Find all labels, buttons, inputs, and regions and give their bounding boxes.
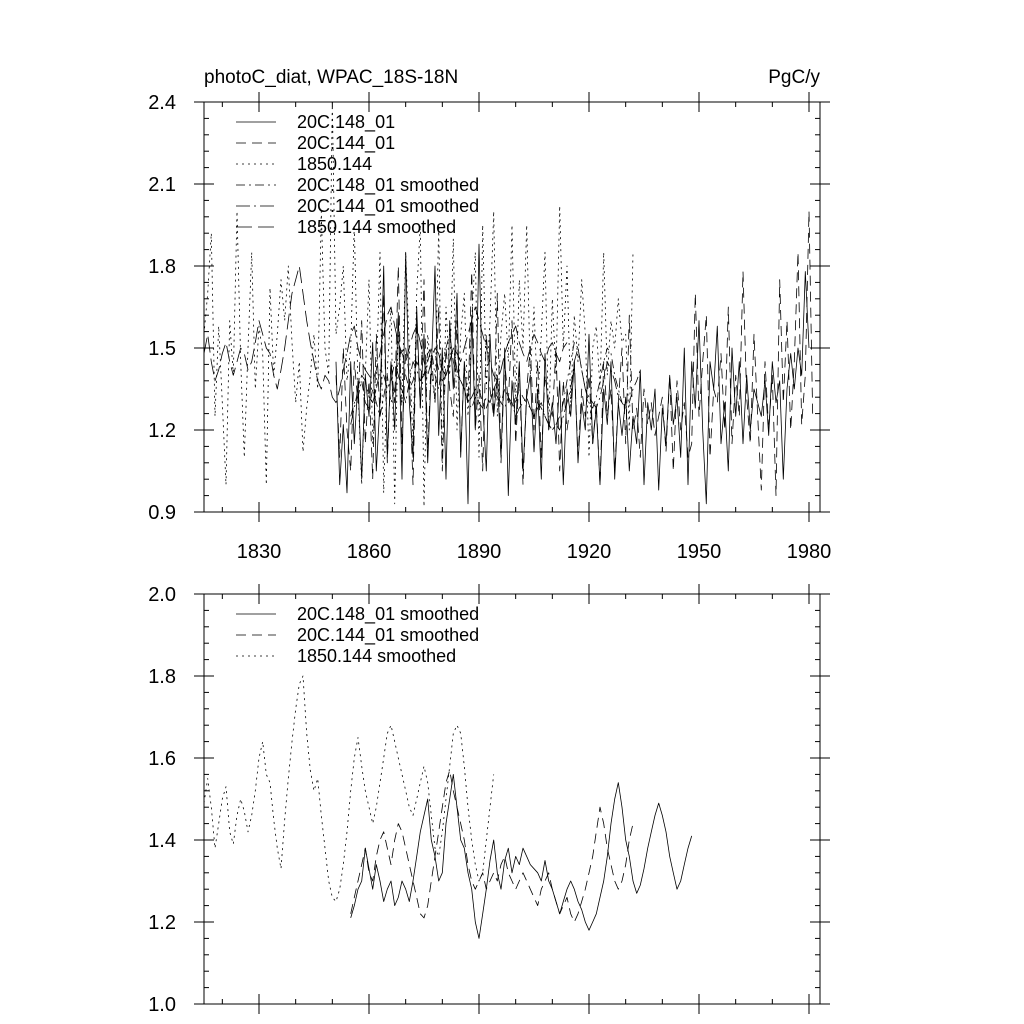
y-tick-label: 1.8: [148, 666, 176, 688]
legend-label: 1850.144: [297, 154, 372, 174]
x-tick-label: 1860: [347, 541, 392, 563]
legend-label: 1850.144 smoothed: [297, 217, 456, 237]
series-line: [335, 243, 810, 505]
series-lines-bottom: [203, 675, 693, 939]
y-tick-labels-top: 0.9 1.2 1.5 1.8 2.1 2.4: [148, 92, 176, 524]
y-tick-label: 1.4: [148, 830, 176, 852]
y-tick-label: 1.0: [148, 994, 176, 1016]
x-tick-label: 1980: [787, 541, 832, 563]
y-tick-label: 2.1: [148, 174, 176, 196]
bottom-chart-panel: 1.0 1.2 1.4 1.6 1.8 2.0 20C.148_01 smoot…: [148, 584, 830, 1016]
series-line: [203, 101, 634, 507]
chart-title: photoC_diat, WPAC_18S-18N: [204, 67, 458, 88]
y-tick-label: 1.8: [148, 256, 176, 278]
units-label: PgC/y: [768, 67, 820, 88]
y-tick-label: 1.5: [148, 338, 176, 360]
legend-label: 20C.148_01 smoothed: [297, 175, 479, 196]
plot-frame-top: [203, 101, 821, 513]
y-tick-label: 0.9: [148, 502, 176, 524]
legend-label: 20C.144_01 smoothed: [297, 196, 479, 217]
legend-item: 20C.148_01: [236, 112, 395, 133]
plot-frame-bottom: [203, 593, 821, 1005]
legend-item: 20C.144_01 smoothed: [236, 196, 479, 217]
legend-top: 20C.148_01 20C.144_01 1850.144 20C.148_0…: [236, 112, 479, 237]
y-tick-label: 1.2: [148, 912, 176, 934]
legend-bottom: 20C.148_01 smoothed 20C.144_01 smoothed …: [236, 604, 479, 666]
y-tick-label: 2.4: [148, 92, 176, 114]
legend-label: 20C.144_01: [297, 133, 395, 154]
legend-item: 20C.144_01: [236, 133, 395, 154]
top-chart-panel: photoC_diat, WPAC_18S-18N PgC/y 0.9 1.2 …: [148, 67, 831, 563]
legend-item: 1850.144 smoothed: [236, 646, 456, 666]
legend-label: 20C.148_01 smoothed: [297, 604, 479, 625]
legend-label: 20C.144_01 smoothed: [297, 625, 479, 646]
series-line: [350, 774, 693, 939]
series-line: [350, 769, 634, 923]
legend-label: 1850.144 smoothed: [297, 646, 456, 666]
legend-item: 20C.148_01 smoothed: [236, 175, 479, 196]
series-line: [350, 333, 641, 431]
x-tick-label: 1890: [457, 541, 502, 563]
x-tick-labels-top: 1830 1860 1890 1920 1950 1980: [237, 541, 832, 563]
y-tick-label: 2.0: [148, 584, 176, 606]
x-tick-label: 1920: [567, 541, 612, 563]
legend-item: 20C.144_01 smoothed: [236, 625, 479, 646]
legend-label: 20C.148_01: [297, 112, 395, 133]
axis-ticks-top: [194, 92, 830, 522]
legend-item: 20C.148_01 smoothed: [236, 604, 479, 625]
series-line: [350, 347, 623, 431]
series-lines-top: [203, 101, 814, 507]
series-line: [203, 265, 568, 404]
series-line: [203, 675, 495, 902]
x-tick-label: 1830: [237, 541, 282, 563]
legend-item: 1850.144 smoothed: [236, 217, 456, 237]
y-tick-labels-bottom: 1.0 1.2 1.4 1.6 1.8 2.0: [148, 584, 176, 1016]
y-tick-label: 1.2: [148, 420, 176, 442]
legend-item: 1850.144: [236, 154, 372, 174]
axis-ticks-bottom: [194, 584, 830, 1014]
y-tick-label: 1.6: [148, 748, 176, 770]
x-tick-label: 1950: [677, 541, 722, 563]
